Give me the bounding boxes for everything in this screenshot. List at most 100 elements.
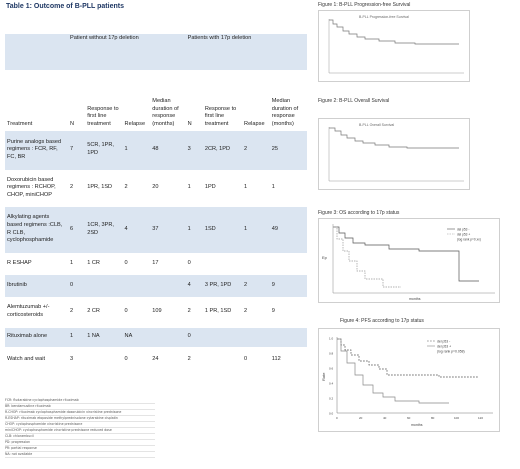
cell: 2	[67, 297, 86, 328]
outcome-table: Patient without 17p deletion Patients wi…	[5, 34, 307, 374]
figure-1-pfs-plot: B-PLL Progression-free Survival	[318, 10, 470, 82]
cell	[269, 327, 307, 348]
abbreviation-item: BR: bendamustine rituximab	[5, 404, 155, 410]
cell	[242, 327, 270, 348]
cell: 1 PR, 1SD	[202, 297, 243, 328]
cell	[202, 327, 243, 348]
x-tick: 100	[454, 416, 459, 420]
cell: 2	[67, 170, 86, 207]
abbreviation-item: R-ESHAP: rituximab etoposide methylpredn…	[5, 416, 155, 422]
cell: 2	[242, 274, 270, 298]
abbreviations-list: FCR: fludarabine cyclophosphamide rituxi…	[5, 398, 155, 458]
y-tick: 0.8	[329, 352, 334, 356]
cell-treatment: Alkylating agents based regimens :CLB, R…	[5, 206, 68, 254]
cell: 6	[67, 206, 86, 254]
cell	[269, 253, 307, 275]
cell: 1	[242, 170, 270, 207]
legend-item: del p53 -	[457, 228, 469, 232]
abbreviation-item: NA: not available	[5, 452, 155, 458]
x-tick: 0	[336, 416, 338, 420]
cell: 0	[122, 297, 151, 328]
figure-3-os-17p-plot: Ep months del p53 - del p53 + (log rank …	[318, 218, 500, 303]
legend-item: del p53 +	[457, 233, 470, 237]
y-tick: 0.0	[329, 412, 334, 416]
cell	[150, 327, 186, 348]
cell: 2	[122, 170, 151, 207]
figure-3-caption: Figure 3: OS according to 17p status	[318, 210, 400, 216]
figure-1-caption: Figure 1: B-PLL Progression-free Surviva…	[318, 2, 411, 8]
cell	[85, 274, 123, 298]
cell: 2 CR	[85, 297, 123, 328]
figure-3-xlabel: months	[409, 297, 421, 301]
cell: 1SD	[202, 206, 243, 254]
column-header: Median duration of response (months)	[150, 70, 186, 131]
column-header: N	[67, 70, 86, 131]
cell: 5CR, 1PR, 1PD	[85, 130, 123, 171]
figure-2-inner-title: B-PLL Overall Survival	[359, 123, 394, 127]
table-row: Watch and wait 3 0 24 2 0 112	[5, 347, 307, 374]
curve-del-p53-positive	[337, 338, 449, 404]
table-row: Rituximab alone 1 1 NA NA 0	[5, 327, 307, 348]
cell-treatment: Rituximab alone	[5, 327, 68, 348]
column-header: Relapse	[242, 70, 270, 131]
cell: 4	[122, 206, 151, 254]
cell-treatment: Alemtuzumab +/- corticosteroids	[5, 297, 68, 328]
x-tick: 80	[431, 416, 435, 420]
column-header: Relapse	[122, 70, 151, 131]
cell: 1	[122, 130, 151, 171]
cell: 1	[67, 253, 86, 275]
table-row: Alkylating agents based regimens :CLB, R…	[5, 206, 307, 254]
cell: 2	[185, 297, 203, 328]
legend-item: del p53 -	[437, 340, 450, 344]
cell: 2	[242, 130, 270, 171]
cell: 37	[150, 206, 186, 254]
cell: 2CR, 1PD	[202, 130, 243, 171]
cell	[122, 274, 151, 298]
figure-4-caption: Figure 4: PFS according to 17p status	[340, 318, 424, 324]
cell: 109	[150, 297, 186, 328]
cell: 48	[150, 130, 186, 171]
cell: 1	[185, 170, 203, 207]
group-header-with-17p: Patients with 17p deletion	[185, 34, 307, 71]
figure-4-ylabel: Rate	[321, 372, 326, 381]
cell-treatment: Purine analogs based regimens : FCR, RF,…	[5, 130, 68, 171]
cell: 7	[67, 130, 86, 171]
abbreviation-item: PR: partial response	[5, 446, 155, 452]
survival-curve	[329, 127, 459, 149]
cell: 24	[150, 347, 186, 374]
cell: 1	[67, 327, 86, 348]
cell: 0	[67, 274, 86, 298]
table-row: Purine analogs based regimens : FCR, RF,…	[5, 130, 307, 171]
cell: 17	[150, 253, 186, 275]
y-tick: 0.4	[329, 382, 334, 386]
legend-item: (log rank p=0.xx)	[457, 238, 481, 242]
curve-del-p53-negative	[337, 338, 479, 378]
abbreviation-item: CHOP: cyclophosphamide vincristine predn…	[5, 422, 155, 428]
figure-3-ylabel: Ep	[322, 255, 328, 260]
cell: 1	[185, 206, 203, 254]
table-title: Table 1: Outcome of B-PLL patients	[6, 3, 124, 10]
abbreviation-item: miniCHOP: cyclophosphamide vincristine p…	[5, 428, 155, 434]
column-header: N	[185, 70, 203, 131]
cell: 1PD	[202, 170, 243, 207]
cell: 0	[122, 253, 151, 275]
figure-2-caption: Figure 2: B-PLL Overall Survival	[318, 98, 390, 104]
cell	[202, 347, 243, 374]
legend-item: (log rank p=0.058)	[437, 350, 465, 354]
cell: 4	[185, 274, 203, 298]
y-tick: 1.0	[329, 337, 334, 341]
y-tick: 0.6	[329, 367, 334, 371]
curve-del-p53-negative	[333, 226, 479, 282]
abbreviation-item: R-CHOP: rituximab cyclophosphamide doxor…	[5, 410, 155, 416]
column-header: Median duration of response (months)	[269, 70, 307, 131]
cell-treatment: Doxorubicin based regimens : RCHOP, CHOP…	[5, 170, 68, 207]
x-tick: 120	[478, 416, 483, 420]
cell: 0	[185, 253, 203, 275]
cell: 0	[242, 347, 270, 374]
x-tick: 60	[407, 416, 411, 420]
table-row: Doxorubicin based regimens : RCHOP, CHOP…	[5, 170, 307, 207]
cell: 3	[185, 130, 203, 171]
cell: 9	[269, 274, 307, 298]
cell: 0	[185, 327, 203, 348]
cell-treatment: R ESHAP	[5, 253, 68, 275]
